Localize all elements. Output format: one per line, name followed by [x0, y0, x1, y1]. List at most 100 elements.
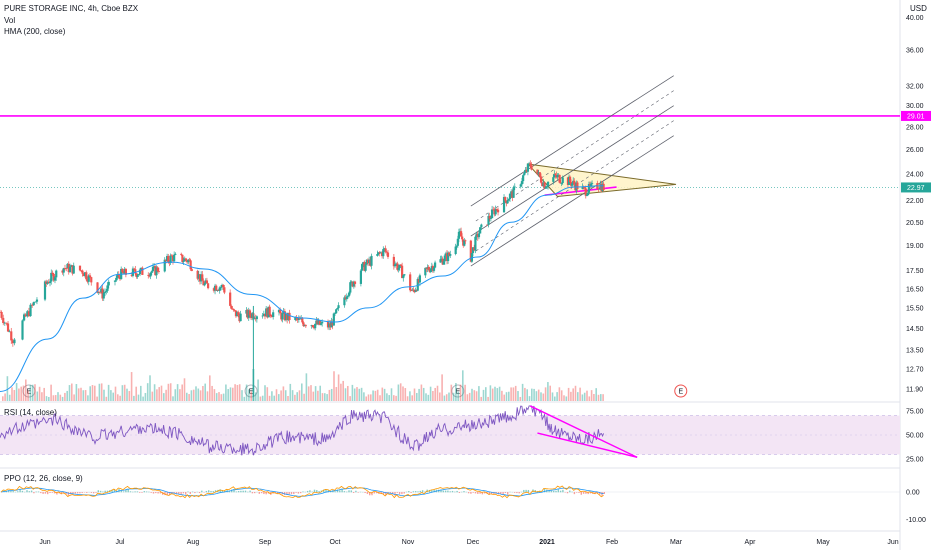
volume-bar	[588, 396, 591, 401]
ppo-histogram-bar	[235, 491, 237, 493]
volume-bar	[330, 388, 333, 401]
volume-bar	[328, 389, 331, 401]
ppo-histogram-bar	[325, 489, 327, 493]
candle-body	[369, 259, 372, 266]
ppo-histogram-bar	[28, 491, 30, 493]
time-tick-label: 2021	[539, 539, 555, 546]
volume-bar	[156, 389, 158, 401]
candle-body	[337, 305, 340, 309]
price-tick-label: 40.00	[906, 15, 924, 22]
ppo-histogram-bar	[513, 492, 516, 493]
ppo-histogram-bar	[421, 490, 424, 493]
volume-bar	[427, 394, 430, 401]
ppo-histogram-bar	[405, 491, 408, 493]
volume-bar	[473, 390, 476, 401]
candle-body	[183, 258, 186, 262]
candle-body	[331, 321, 334, 326]
ppo-histogram-bar	[26, 490, 28, 493]
candle-body	[148, 275, 151, 277]
ppo-histogram-bar	[323, 489, 325, 493]
volume-bar	[383, 388, 386, 401]
candle-body	[277, 309, 281, 313]
rsi-label: RSI (14, close)	[4, 408, 57, 417]
candle-body	[403, 274, 406, 276]
candle-body	[248, 310, 252, 316]
candle-body	[53, 277, 57, 281]
candle-body	[561, 177, 564, 184]
ppo-histogram-bar	[578, 492, 580, 493]
candle-body	[5, 322, 8, 324]
volume-bar	[450, 384, 453, 401]
volume-bar	[321, 393, 324, 401]
candle-body	[511, 191, 514, 198]
candle-body	[279, 309, 282, 314]
candle-body	[212, 288, 216, 291]
ppo-histogram-bar	[136, 491, 139, 493]
price-tick-label: 14.50	[906, 326, 924, 333]
volume-bar	[98, 383, 101, 401]
ppo-histogram-bar	[106, 490, 109, 493]
ppo-histogram-bar	[63, 492, 65, 494]
candle-body	[47, 281, 50, 284]
candle-body	[301, 318, 304, 323]
ppo-histogram-bar	[371, 492, 373, 496]
ppo-histogram-bar	[104, 490, 106, 493]
candle-body	[50, 272, 53, 282]
candle-body	[26, 311, 29, 317]
volume-bar	[393, 395, 395, 401]
volume-bar	[312, 391, 315, 401]
volume-bar	[560, 390, 563, 401]
ppo-histogram-bar	[297, 492, 300, 494]
volume-bar	[528, 396, 531, 401]
candle-body	[598, 188, 601, 190]
ppo-histogram-bar	[447, 490, 449, 493]
candle-body	[576, 182, 579, 190]
candle-body	[318, 320, 321, 325]
volume-bar	[266, 387, 269, 401]
ppo-histogram-bar	[157, 492, 159, 494]
volume-bar	[512, 387, 515, 401]
candle-body	[527, 163, 531, 165]
ppo-histogram-bar	[603, 492, 605, 494]
candle-body	[283, 311, 286, 321]
candle-body	[336, 308, 339, 310]
candle-body	[52, 273, 55, 281]
ppo-histogram-bar	[569, 490, 571, 493]
candle-body	[463, 240, 466, 246]
ppo-histogram-bar	[21, 490, 24, 493]
volume-bar	[535, 391, 538, 401]
candle-body	[67, 263, 70, 273]
ppo-histogram-bar	[40, 492, 42, 494]
candle-body	[48, 281, 52, 284]
volume-bar	[27, 390, 29, 401]
candle-body	[432, 267, 436, 271]
grid	[0, 0, 901, 550]
volume-bar	[294, 394, 296, 401]
ppo-histogram-bar	[311, 491, 313, 493]
volume-bar	[526, 389, 528, 401]
volume-bar	[333, 371, 335, 401]
volume-bar	[445, 394, 448, 401]
volume-bar	[422, 387, 425, 401]
volume-bar	[556, 392, 558, 401]
ppo-histogram-bar	[582, 492, 585, 494]
volume-bar	[206, 391, 209, 401]
volume-bar	[471, 388, 473, 401]
volume-bar	[190, 390, 193, 401]
volume-bar	[337, 374, 340, 401]
candle-body	[45, 281, 48, 284]
ppo-histogram-bar	[520, 491, 523, 493]
candle-body	[345, 296, 348, 300]
ppo-histogram-bar	[571, 491, 573, 493]
volume-bar	[234, 384, 236, 401]
ppo-histogram-bar	[33, 492, 35, 494]
volume-bar	[8, 394, 11, 401]
ppo-histogram-bar	[440, 489, 442, 493]
ppo-histogram-bar	[288, 492, 290, 495]
candle-body	[218, 287, 221, 291]
candle-body	[62, 268, 65, 273]
ppo-histogram-bar	[30, 490, 33, 493]
candle-body	[487, 216, 490, 225]
volume-bar	[600, 394, 602, 401]
candle-body	[204, 280, 207, 284]
